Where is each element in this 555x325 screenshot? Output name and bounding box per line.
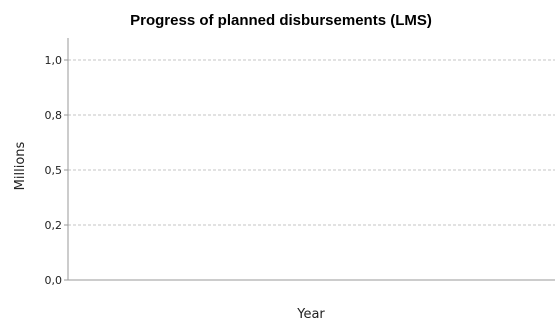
x-axis-title: Year	[296, 307, 325, 322]
y-tick-label: 0,0	[45, 274, 63, 287]
y-tick-label: 0,2	[45, 219, 63, 232]
grid-lines	[68, 59, 555, 226]
y-axis-title: Millions	[13, 141, 28, 190]
chart-title: Progress of planned disbursements (LMS)	[130, 12, 432, 29]
y-tick-label: 1,0	[45, 54, 63, 67]
y-tick-label: 0,8	[45, 109, 63, 122]
y-axis-ticks: 0,0 0,2 0,5 0,8 1,0	[45, 54, 68, 287]
y-tick-label: 0,5	[45, 164, 63, 177]
